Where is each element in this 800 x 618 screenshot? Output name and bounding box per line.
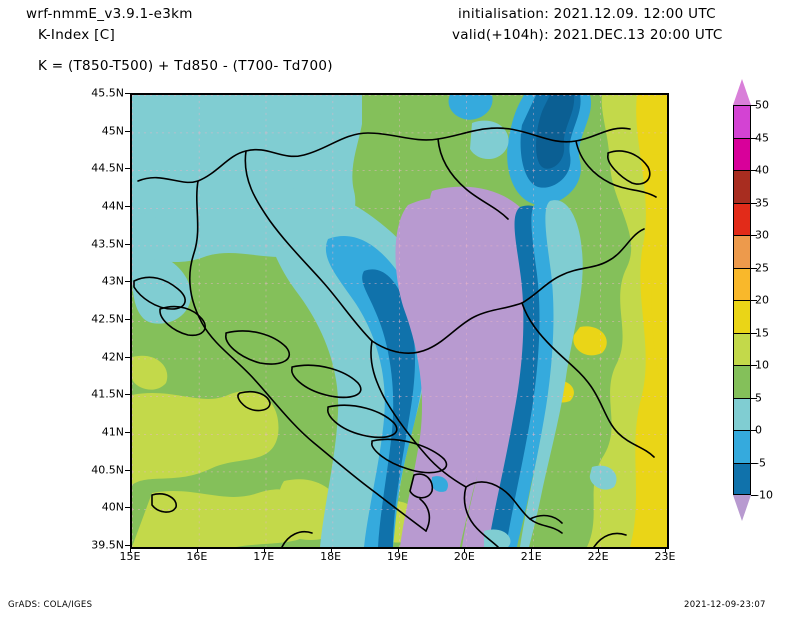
colorbar-band [733, 105, 751, 138]
filled-contour-bands [132, 95, 667, 547]
colorbar-tick-mark [751, 235, 757, 236]
colorbar-tick-label: 0 [755, 423, 762, 437]
colorbar-tick-label: 20 [755, 293, 769, 307]
x-axis-tick-mark [598, 547, 600, 552]
x-axis-tick-mark [665, 547, 666, 552]
footer-credit-label: GrADS: COLA/IGES [8, 600, 93, 610]
colorbar-band [733, 365, 751, 398]
valid-time-label: valid(+104h): 2021.DEC.13 20:00 UTC [452, 27, 723, 43]
model-name-label: wrf-nmmE_v3.9.1-e3km [26, 6, 193, 22]
y-axis-tick-mark [125, 507, 130, 509]
y-axis-tick-label: 45.5N [91, 86, 124, 100]
y-axis-tick-label: 44N [101, 199, 124, 213]
x-axis-tick-mark [464, 547, 466, 552]
y-axis-tick-label: 42.5N [91, 312, 124, 326]
colorbar-tick-label: 10 [755, 358, 769, 372]
colorbar-band [733, 202, 751, 235]
colorbar-tick-mark [751, 170, 757, 171]
y-axis-tick-label: 40N [101, 500, 124, 514]
x-axis-tick-mark [330, 547, 332, 552]
colorbar-tick-mark [751, 202, 757, 204]
colorbar-over-arrow [733, 79, 751, 105]
x-axis-tick-label: 16E [186, 550, 208, 563]
colorbar-tick-mark [751, 397, 757, 399]
x-axis-tick-label: 21E [520, 550, 542, 563]
y-axis-tick-mark [125, 93, 130, 94]
colorbar-tick-label: 40 [755, 163, 769, 177]
colorbar-under-arrow [733, 495, 751, 521]
colorbar-band [733, 170, 751, 203]
x-axis-labels: 15E 16E 17E 18E 19E 20E 21E 22E 23E [120, 550, 676, 570]
colorbar-band [733, 267, 751, 300]
colorbar-tick-label: 35 [755, 196, 769, 209]
colorbar-band [733, 235, 751, 268]
y-axis-tick-label: 41.5N [91, 387, 124, 401]
colorbar-tick-label: 25 [755, 261, 769, 274]
colorbar-tick-mark [751, 365, 757, 366]
colorbar-band [733, 430, 751, 463]
colorbar-tick-label: 50 [755, 98, 769, 112]
colorbar-tick-mark [751, 300, 757, 301]
colorbar-tick-label: 5 [755, 391, 762, 404]
field-name-label: K-Index [C] [38, 27, 116, 43]
x-axis-tick-label: 23E [654, 550, 676, 563]
colorbar-tick-label: 30 [755, 228, 769, 242]
y-axis-tick-mark [125, 168, 130, 170]
colorbar-band [733, 397, 751, 430]
colorbar-tick-label: 45 [755, 131, 769, 144]
colorbar: 50 45 40 35 30 25 20 15 10 5 0 -5 -10 [733, 79, 773, 521]
colorbar-tick-mark [751, 462, 757, 464]
country-borders-overlay [133, 127, 657, 547]
y-axis-tick-label: 45N [101, 124, 124, 138]
x-axis-tick-label: 15E [119, 550, 141, 563]
colorbar-band [733, 137, 751, 170]
map-plot-area [130, 93, 669, 549]
y-axis-tick-mark [125, 356, 130, 358]
y-axis-tick-label: 39.5N [91, 538, 124, 552]
colorbar-band [733, 300, 751, 333]
colorbar-tick-label: 15 [755, 326, 769, 339]
footer-timestamp-label: 2021-12-09-23:07 [684, 600, 766, 610]
x-axis-tick-mark [531, 547, 533, 552]
colorbar-tick-mark [751, 267, 757, 269]
y-axis-tick-mark [125, 130, 130, 132]
y-axis-tick-mark [125, 319, 130, 320]
y-axis-tick-mark [125, 469, 130, 471]
y-axis-tick-mark [125, 394, 130, 396]
x-axis-tick-mark [196, 547, 198, 552]
x-axis-tick-label: 17E [253, 550, 275, 563]
y-axis-tick-label: 42N [101, 350, 124, 364]
y-axis-tick-mark [125, 206, 130, 207]
x-axis-tick-mark [397, 547, 399, 552]
x-axis-tick-label: 19E [387, 550, 408, 563]
y-axis-tick-label: 40.5N [91, 463, 124, 477]
x-axis-tick-mark [130, 547, 131, 552]
colorbar-tick-mark [751, 332, 757, 334]
colorbar-tick-mark [751, 105, 757, 106]
y-axis-tick-label: 43N [101, 274, 124, 288]
x-axis-tick-label: 18E [320, 550, 342, 563]
colorbar-tick-label: -10 [755, 488, 773, 502]
y-axis-labels: 39.5N 40N 40.5N 41N 41.5N 42N 42.5N 43N 43.5N 44N… [60, 87, 124, 552]
contour-field-svg [132, 95, 667, 547]
x-axis-tick-label: 20E [453, 550, 475, 563]
initialisation-time-label: initialisation: 2021.12.09. 12:00 UTC [458, 6, 716, 22]
y-axis-tick-label: 41N [101, 425, 124, 439]
colorbar-band [733, 462, 751, 495]
colorbar-tick-mark [751, 495, 757, 496]
formula-label: K = (T850-T500) + Td850 - (T700- Td700) [38, 58, 333, 74]
colorbar-tick-label: -5 [755, 456, 766, 469]
y-axis-tick-mark [125, 281, 130, 283]
y-axis-tick-mark [125, 545, 130, 546]
y-axis-tick-mark [125, 432, 130, 433]
y-axis-tick-mark [125, 243, 130, 245]
y-axis-tick-label: 44.5N [91, 161, 124, 175]
y-axis-tick-label: 43.5N [91, 237, 124, 251]
colorbar-band [733, 332, 751, 365]
colorbar-tick-mark [751, 137, 757, 139]
x-axis-tick-label: 22E [587, 550, 609, 563]
x-axis-tick-mark [263, 547, 265, 552]
colorbar-tick-mark [751, 430, 757, 431]
